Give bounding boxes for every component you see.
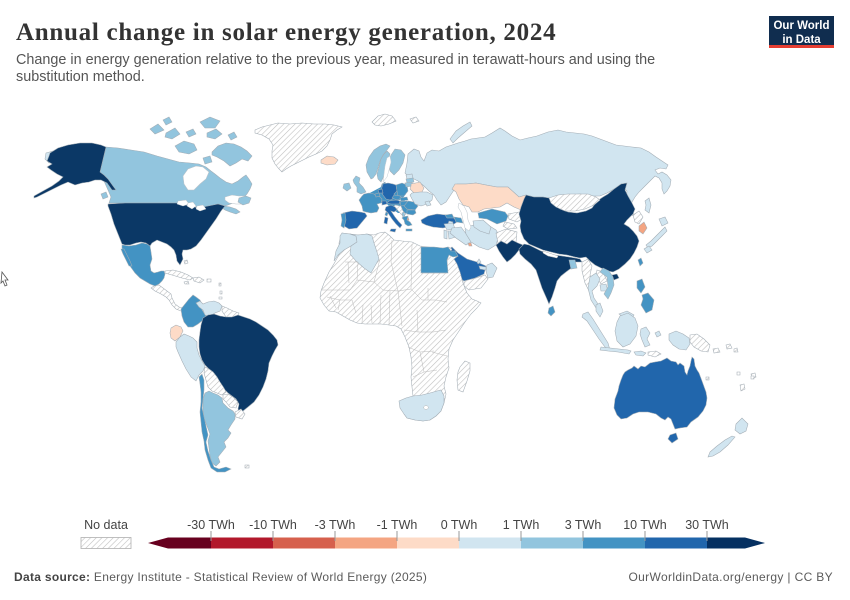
svg-text:-10 TWh: -10 TWh <box>249 518 297 532</box>
svg-text:-3 TWh: -3 TWh <box>315 518 356 532</box>
svg-text:-30 TWh: -30 TWh <box>187 518 235 532</box>
svg-text:-1 TWh: -1 TWh <box>377 518 418 532</box>
svg-text:3 TWh: 3 TWh <box>565 518 602 532</box>
svg-text:30 TWh: 30 TWh <box>685 518 729 532</box>
svg-text:No data: No data <box>84 518 128 532</box>
svg-text:0 TWh: 0 TWh <box>441 518 478 532</box>
svg-text:1 TWh: 1 TWh <box>503 518 540 532</box>
svg-text:10 TWh: 10 TWh <box>623 518 667 532</box>
